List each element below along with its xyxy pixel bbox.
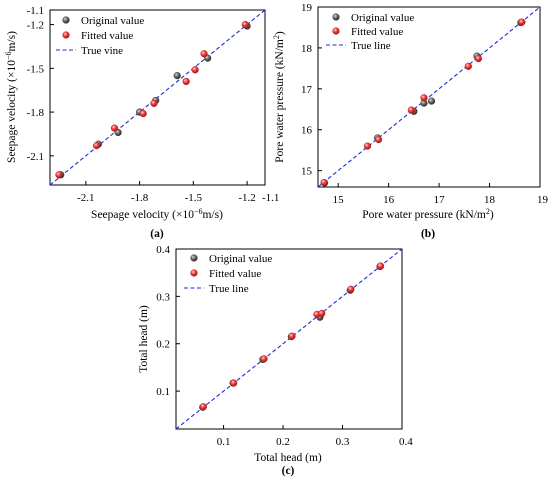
fitted-value-point [374, 135, 383, 144]
plot-frame [49, 9, 266, 186]
x-tick-label: -1.1 [262, 192, 279, 204]
legend-label: Fitted value [209, 268, 261, 280]
legend-label: Original value [209, 253, 272, 265]
y-tick-label: 0.1 [156, 386, 170, 398]
legend-label: True vine [81, 45, 123, 57]
fitted-value-point [241, 20, 249, 29]
fitted-value-point [199, 403, 207, 411]
x-tick-label: 17 [434, 194, 446, 206]
x-tick-label: 18 [484, 194, 496, 206]
fitted-value-point [191, 66, 199, 74]
y-tick-label: 0.3 [156, 291, 170, 303]
y-tick-label: 18 [301, 43, 313, 55]
x-axis-label: Pore water pressure (kN/m2) [362, 207, 494, 222]
y-tick-label: -1.8 [27, 107, 45, 119]
fitted-value-point [318, 309, 326, 318]
y-tick-label: 0.4 [156, 244, 170, 256]
y-axis-label: Seepage velocity (×10−6m/s) [4, 31, 19, 163]
panel-label: (b) [421, 228, 435, 240]
plot-frame [317, 6, 541, 188]
legend-label: Fitted value [81, 30, 133, 42]
legend-label: Fitted value [351, 26, 403, 38]
legend-fitted-symbol [190, 269, 198, 277]
y-tick-label: -1.5 [27, 63, 45, 75]
legend: Original value Fitted value True line [184, 253, 272, 295]
fitted-value-point [464, 62, 472, 70]
x-axis-label: Total head (m) [254, 452, 322, 464]
x-tick-label: -2.1 [77, 192, 94, 204]
legend-original-symbol [332, 13, 340, 21]
original-value-point [427, 97, 436, 105]
plot-frame [175, 248, 403, 430]
legend-original-symbol [190, 254, 198, 262]
fitted-value-point [260, 355, 268, 363]
y-tick-label: 17 [301, 84, 313, 96]
fitted-value-point [420, 94, 428, 102]
fitted-value-point [347, 285, 355, 293]
fitted-value-point [363, 142, 372, 150]
legend: Original value Fitted value True line [326, 12, 414, 52]
fitted-value-point [110, 124, 119, 132]
fitted-value-point [474, 54, 483, 63]
legend-label: True line [351, 40, 391, 52]
true-line [317, 6, 541, 188]
original-value-point [173, 72, 181, 80]
legend-label: Original value [81, 15, 144, 27]
x-tick-label: 0.1 [217, 436, 231, 448]
y-tick-label: -2.1 [27, 151, 44, 163]
y-tick-label: 15 [301, 166, 313, 178]
y-tick-label: 16 [301, 125, 313, 137]
y-axis-label: Total head (m) [138, 305, 150, 373]
legend-label: True line [209, 283, 249, 295]
fitted-value-point [230, 379, 238, 387]
x-axis-label: Seepage velocity (×10−6m/s) [91, 207, 223, 222]
fitted-value-point [150, 99, 158, 107]
fitted-value-point [288, 332, 296, 340]
x-tick-label: 0.3 [336, 436, 350, 448]
fitted-value-point [320, 178, 328, 187]
fitted-value-point [200, 50, 208, 58]
chart-panel-2: 15 16 17 18 19 15 16 17 18 19 Pore water pressure … [272, 2, 549, 240]
panel-label: (a) [150, 228, 164, 240]
y-tick-label: 19 [301, 2, 313, 14]
x-tick-label: 0.4 [399, 436, 413, 448]
y-axis-label: Pore water pressure (kN/m2) [272, 31, 287, 163]
x-tick-label: 19 [537, 194, 549, 206]
y-tick-label: 0.2 [156, 339, 170, 351]
legend-original-symbol [62, 16, 70, 24]
x-tick-label: -1.5 [185, 192, 203, 204]
legend-fitted-symbol [62, 31, 70, 39]
y-tick-label: -1.1 [27, 5, 44, 17]
chart-panel-3: 0.1 0.2 0.3 0.4 0.1 0.2 0.3 0.4 Total head (m) To… [138, 244, 413, 477]
fitted-value-point [92, 142, 101, 150]
fitted-value-point [376, 262, 385, 270]
fitted-value-point [139, 109, 147, 118]
panel-label: (c) [282, 465, 295, 477]
x-tick-label: 16 [383, 194, 395, 206]
fitted-value-point [407, 106, 415, 114]
fitted-value-point [182, 77, 190, 86]
legend: Original value Fitted value True vine [56, 15, 144, 57]
legend-fitted-symbol [332, 27, 340, 35]
x-tick-label: -1.8 [131, 192, 149, 204]
legend-label: Original value [351, 12, 414, 24]
fitted-value-point [518, 18, 526, 26]
y-tick-label: -1.2 [27, 20, 44, 32]
chart-panel-1: -2.1 -1.8 -1.5 -1.2 -1.1 -2.1 -1.8 -1.5 -1.2 -1.1… [4, 5, 280, 240]
x-tick-label: 15 [333, 194, 345, 206]
x-tick-label: 0.2 [276, 436, 290, 448]
x-tick-label: -1.2 [238, 192, 255, 204]
fitted-value-point [55, 171, 63, 179]
